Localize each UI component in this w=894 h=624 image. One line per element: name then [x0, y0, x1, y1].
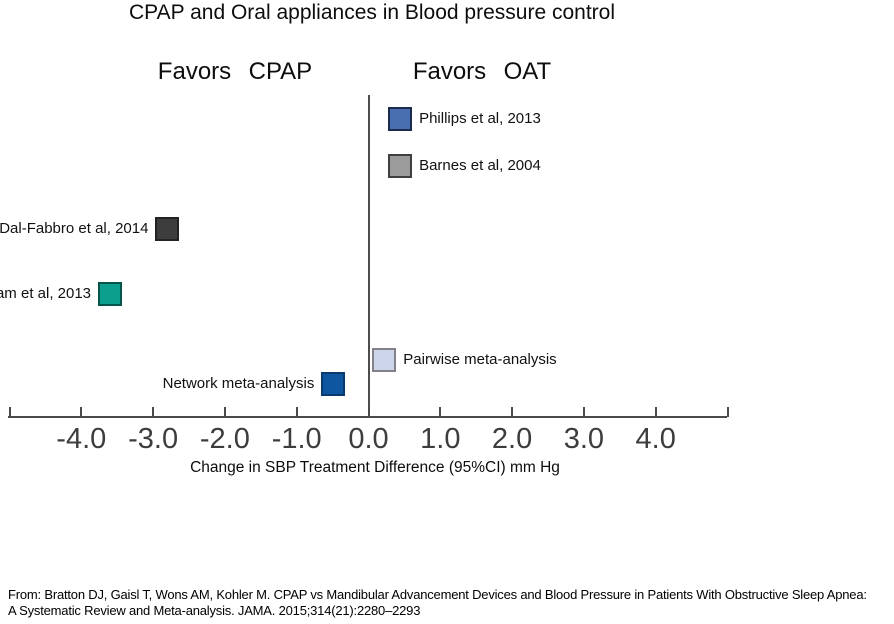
- study-data-point: [321, 372, 346, 396]
- x-axis-tick: [654, 407, 657, 417]
- x-axis-tick: [582, 407, 585, 417]
- study-label: Network meta-analysis: [162, 375, 315, 392]
- study-label: Dal-Fabbro et al, 2014: [0, 220, 149, 237]
- x-axis-tick-label: -3.0: [128, 423, 179, 455]
- x-axis-tick-label: 2.0: [491, 423, 533, 455]
- x-axis-tick-label: -4.0: [56, 423, 107, 455]
- x-axis-tick: [152, 407, 155, 417]
- plot-area: -4.0 -3.0 -2.0 -1.0 0.0 1.0 2.0 3.0 4.0 Phillips …: [0, 95, 729, 455]
- x-axis-tick: [439, 407, 442, 417]
- study-data-point: [388, 154, 413, 178]
- study-data-point: [155, 217, 180, 241]
- zero-reference-line: [367, 95, 370, 417]
- favors-cpap-label: Favors CPAP: [157, 58, 313, 85]
- x-axis-tick: [726, 407, 729, 417]
- x-axis-line: [8, 416, 727, 418]
- citation-line-1: From: Bratton DJ, Gaisl T, Wons AM, Kohl…: [8, 587, 867, 602]
- x-axis-tick-label: -1.0: [271, 423, 322, 455]
- study-label: Pairwise meta-analysis: [403, 351, 557, 368]
- x-axis-tick-label: 0.0: [348, 423, 389, 455]
- study-data-point: [388, 107, 413, 131]
- x-axis-tick: [8, 407, 11, 417]
- study-data-point: [98, 282, 123, 306]
- source-citation: From: Bratton DJ, Gaisl T, Wons AM, Kohl…: [8, 587, 867, 619]
- x-axis-tick: [511, 407, 514, 417]
- x-axis-tick-label: 3.0: [563, 423, 605, 455]
- x-axis-tick: [80, 407, 83, 417]
- x-axis-tick: [295, 407, 298, 417]
- citation-line-2: A Systematic Review and Meta-analysis. J…: [8, 603, 421, 618]
- study-label: Barnes et al, 2004: [419, 157, 541, 174]
- study-label: Phillips et al, 2013: [419, 110, 541, 127]
- x-axis-tick: [367, 407, 370, 417]
- x-axis-tick-label: 1.0: [420, 423, 461, 455]
- x-axis-tick-label: 4.0: [635, 423, 676, 455]
- study-data-point: [372, 348, 397, 372]
- study-label: Lam et al, 2013: [0, 285, 92, 302]
- chart-title: CPAP and Oral appliances in Blood pressu…: [129, 1, 615, 24]
- favors-oat-label: Favors OAT: [412, 58, 552, 85]
- x-axis-tick: [223, 407, 226, 417]
- x-axis-title: Change in SBP Treatment Difference (95%C…: [190, 459, 560, 476]
- x-axis-tick-label: -2.0: [199, 423, 250, 455]
